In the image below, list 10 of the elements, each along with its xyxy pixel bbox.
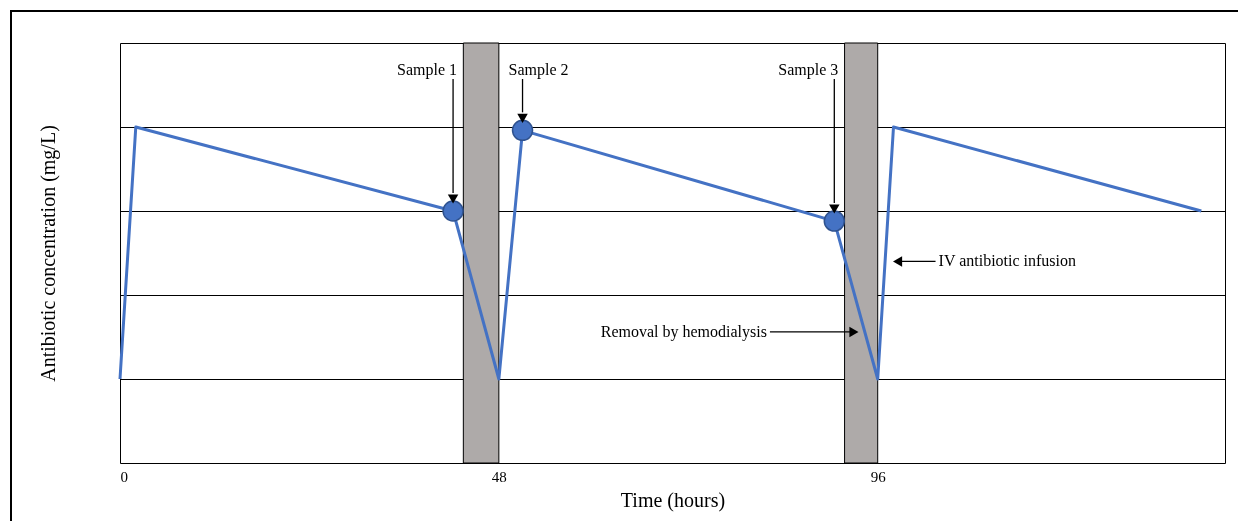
- x-tick-label: 48: [491, 468, 507, 485]
- annotation: IV antibiotic infusion: [938, 252, 1077, 270]
- text: Sample 1: [397, 61, 458, 79]
- y-axis-title: Antibiotic concentration (mg/L): [36, 125, 60, 382]
- annotation: Removal by hemodialysis: [600, 322, 767, 341]
- x-axis-title: Time (hours): [620, 488, 726, 512]
- x-tick-label: 96: [870, 468, 887, 485]
- text: Sample 2: [508, 61, 569, 79]
- x-tick-label: 0: [120, 468, 128, 485]
- text: Sample 3: [778, 61, 839, 79]
